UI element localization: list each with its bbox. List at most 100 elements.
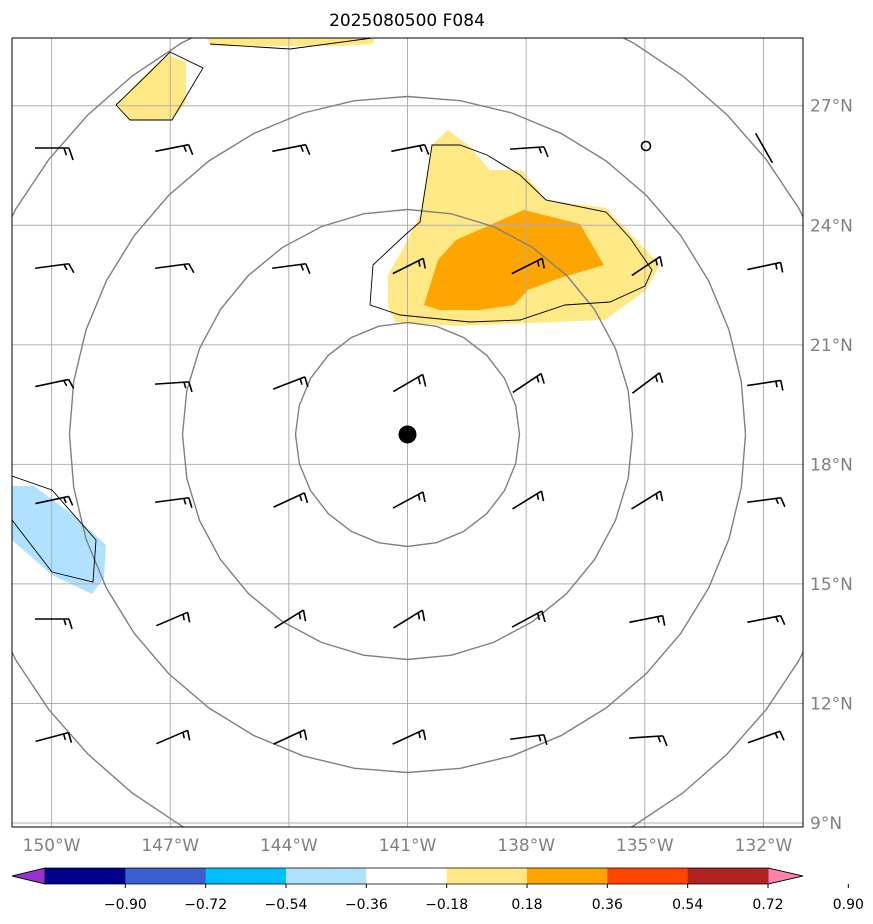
barb-flag [421,374,427,387]
latitude-label: 9°N [810,814,842,834]
longitude-label: 141°W [379,836,437,856]
wind-barb [156,729,191,745]
barb-half-flag [418,731,421,739]
colorbar-swatch [527,868,608,884]
barb-shaft [272,262,306,270]
latitude-label: 21°N [810,336,853,356]
barb-half-flag [536,376,540,383]
barb-flag [67,496,74,506]
barb-shaft [35,262,69,270]
barb-flag [303,492,309,504]
colorbar-tick-label: −0.36 [345,897,388,913]
barb-half-flag [300,145,304,152]
range-ring [181,208,634,661]
longitude-labels: 150°W 147°W 144°W 141°W 138°W 135°W 132°W [23,836,793,856]
wind-barb [747,614,786,625]
barb-flag [659,490,664,502]
barb-half-flag [63,264,68,271]
barb-half-flag [656,616,660,623]
barb-half-flag [63,380,68,387]
barb-half-flag [536,260,540,267]
barb-flag [779,730,785,741]
wind-barb [35,618,73,630]
colorbar-extend-high [767,867,804,885]
barb-shaft [35,378,69,388]
barb-flag [305,263,311,275]
map-frame [11,37,804,828]
contour-outline-nw [115,51,204,121]
barb-flag [302,609,307,622]
map-title: 2025080500 F084 [329,11,485,31]
barb-half-flag [63,497,67,504]
barb-shaft [35,495,69,505]
barb-half-flag [654,375,659,383]
latitude-label: 18°N [810,455,853,475]
wind-barb [272,376,309,390]
wind-barb [392,373,427,393]
wind-barb [631,255,663,277]
wind-barb [512,372,545,394]
barb-flag [659,256,663,267]
barb-flag [186,730,191,741]
barb-flag [422,729,427,741]
barb-flag [779,262,784,273]
field-patch-west [12,486,106,594]
barb-shaft [747,730,781,744]
barb-half-flag [299,378,303,385]
field-patch-top [206,38,375,46]
wind-barb [35,495,74,506]
barb-shaft [272,143,306,153]
wind-barb [640,140,652,152]
barb-flag [661,615,666,626]
barb-flag [68,147,74,161]
barb-half-flag [183,145,187,152]
barb-half-flag [538,146,543,154]
range-ring [294,321,521,548]
colorbar: −0.90 −0.72 −0.54 −0.36 −0.18 0.18 0.36 0.54 0.7… [11,867,864,913]
barb-half-flag [775,381,778,388]
latitude-label: 12°N [810,694,853,714]
barb-half-flag [655,493,659,500]
wind-barb [35,731,73,743]
latitude-label: 24°N [810,216,853,236]
wind-barb [272,262,311,275]
wind-barb [392,491,426,509]
wind-barb [754,132,774,164]
colorbar-tick-label: −0.72 [184,897,227,913]
barb-half-flag [774,263,778,270]
barb-half-flag [536,493,540,500]
barb-flag [188,381,193,393]
barb-flag [423,144,430,155]
shaded-fields [12,38,660,594]
longitude-label: 147°W [141,836,199,856]
wind-barb [510,733,548,745]
barb-flag [779,615,786,625]
barb-flag [540,490,545,502]
barb-half-flag [63,147,68,156]
wind-barb [628,735,668,747]
range-ring [68,95,747,774]
contour-outline-west [12,475,97,583]
barb-flag [780,380,784,391]
barb-flag [422,258,426,269]
storm-center-marker [398,425,417,444]
colorbar-tick-label: 0.90 [833,897,864,913]
wind-barb [747,496,786,508]
barb-flag [541,610,546,623]
graticule [12,38,803,827]
barb-shaft [629,614,663,624]
barb-flag [303,729,308,741]
wind-barb [512,490,545,510]
barb-half-flag [657,735,662,743]
wind-barb [155,143,194,155]
barb-half-flag [417,376,421,385]
barb-shaft [628,735,664,739]
wind-barb [631,372,664,394]
barb-half-flag [417,612,421,620]
colorbar-swatch [687,868,769,884]
wind-barb [273,729,308,745]
barb-shaft [35,731,69,743]
barb-half-flag [299,731,302,739]
colorbar-tick-label: 0.36 [592,897,623,913]
